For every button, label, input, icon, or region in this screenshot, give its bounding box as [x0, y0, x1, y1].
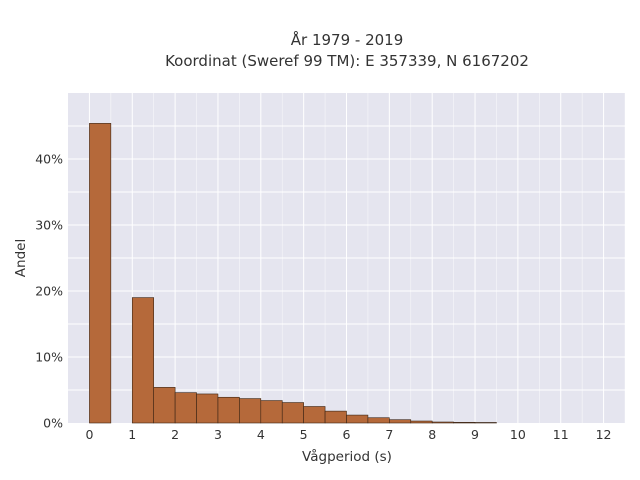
- histogram-bar: [131, 297, 154, 424]
- y-axis-label: Andel: [13, 239, 29, 277]
- x-tick-label: 11: [553, 427, 569, 442]
- x-tick-label: 1: [128, 427, 136, 442]
- histogram-bar: [89, 123, 112, 424]
- histogram-bar: [153, 387, 176, 424]
- x-tick-label: 8: [428, 427, 436, 442]
- histogram-bar: [367, 417, 390, 424]
- x-tick-label: 7: [385, 427, 393, 442]
- y-tick-label: 30%: [35, 218, 63, 233]
- x-tick-label: 10: [510, 427, 526, 442]
- histogram-bar: [174, 392, 197, 424]
- x-tick-label: 12: [596, 427, 612, 442]
- histogram-bar: [346, 414, 369, 424]
- x-tick-label: 6: [343, 427, 351, 442]
- y-tick-label: 10%: [35, 350, 63, 365]
- histogram-bar: [217, 396, 240, 424]
- histogram-bar: [196, 393, 219, 424]
- x-tick-label: 0: [85, 427, 93, 442]
- histogram-bar: [389, 419, 412, 424]
- histogram-bar: [431, 421, 454, 424]
- y-tick-label: 40%: [35, 152, 63, 167]
- bars: [89, 123, 497, 424]
- y-tick-label: 0%: [43, 416, 63, 431]
- x-tick-label: 4: [257, 427, 265, 442]
- y-tick-labels: 0% 10% 20% 30% 40%: [35, 152, 63, 431]
- histogram-bar: [474, 422, 497, 424]
- x-tick-label: 5: [300, 427, 308, 442]
- chart-title-line2: Koordinat (Sweref 99 TM): E 357339, N 61…: [165, 52, 529, 70]
- x-tick-label: 9: [471, 427, 479, 442]
- grid-lines: [68, 93, 626, 423]
- y-tick-label: 20%: [35, 284, 63, 299]
- histogram-bar: [303, 406, 326, 424]
- histogram-bar: [281, 402, 304, 424]
- x-tick-label: 3: [214, 427, 222, 442]
- histogram-bar: [260, 400, 283, 424]
- chart-title-line1: År 1979 - 2019: [291, 30, 404, 49]
- histogram-bar: [453, 422, 476, 424]
- histogram-bar: [410, 420, 433, 424]
- x-tick-labels: 0 1 2 3 4 5 6 7 8 9 10 11 12: [85, 427, 611, 442]
- histogram-bar: [239, 398, 262, 424]
- x-tick-label: 2: [171, 427, 179, 442]
- x-axis-label: Vågperiod (s): [302, 448, 392, 465]
- histogram-bar: [324, 410, 347, 424]
